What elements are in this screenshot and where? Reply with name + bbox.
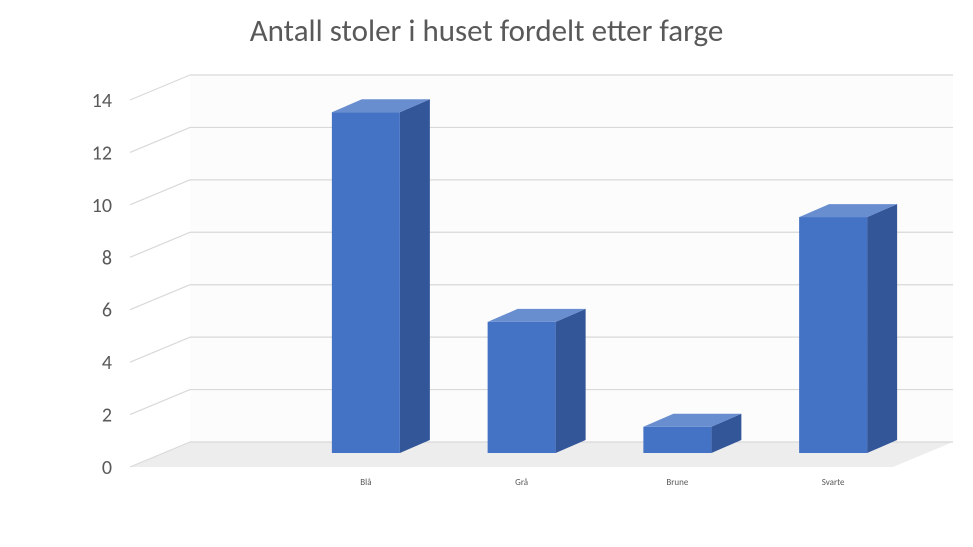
y-tick-label: 12 — [92, 141, 112, 165]
gridline-side — [130, 127, 190, 152]
y-tick-label: 6 — [102, 299, 112, 323]
chart-svg: 0 2 4 6 8 10 12 14 Blå Grå Brune Svarte — [0, 50, 973, 517]
y-tick-label: 10 — [92, 194, 112, 218]
chart-container: Antall stoler i huset fordelt etter farg… — [0, 0, 973, 547]
chart-plot-area: 0 2 4 6 8 10 12 14 Blå Grå Brune Svarte — [0, 50, 973, 547]
gridline-side — [130, 285, 190, 310]
x-category-label: Svarte — [822, 477, 845, 488]
x-category-label: Grå — [515, 477, 528, 488]
gridline-side — [130, 75, 190, 100]
gridline-side — [130, 337, 190, 362]
gridline-side — [130, 180, 190, 205]
chart-title: Antall stoler i huset fordelt etter farg… — [0, 0, 973, 50]
bar — [332, 112, 400, 453]
bar — [799, 217, 867, 453]
bar — [488, 322, 556, 453]
gridline-side — [130, 390, 190, 415]
x-category-label: Blå — [360, 477, 371, 488]
y-tick-label: 14 — [92, 89, 112, 113]
bar-side — [400, 99, 430, 453]
bar — [643, 427, 711, 453]
x-category-label: Brune — [666, 477, 688, 488]
y-tick-label: 4 — [102, 351, 112, 375]
bar-side — [867, 204, 897, 453]
gridline-side — [130, 232, 190, 257]
y-tick-label: 2 — [102, 404, 112, 428]
y-tick-label: 8 — [102, 246, 112, 270]
y-tick-label: 0 — [102, 456, 112, 480]
bar-side — [556, 309, 586, 453]
